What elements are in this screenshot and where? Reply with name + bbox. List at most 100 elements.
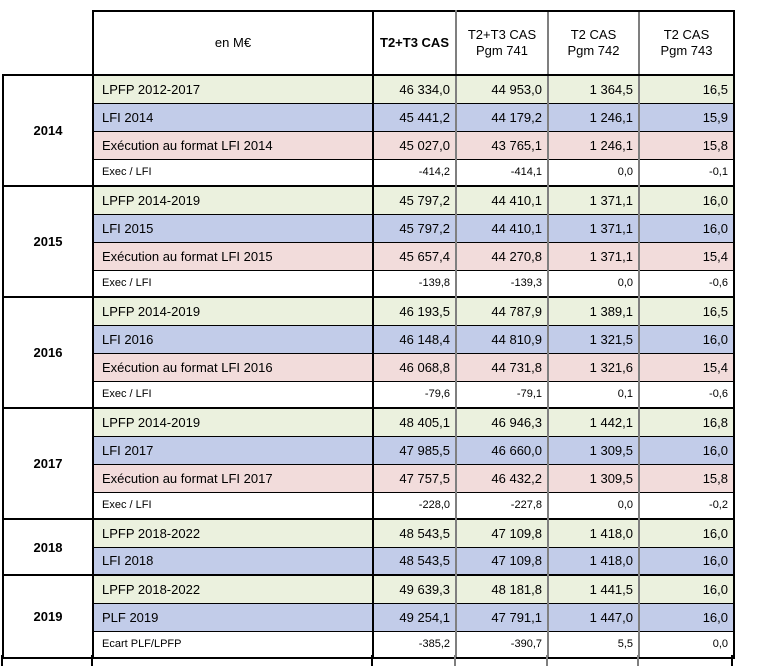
value-cell: -385,2 (372, 630, 456, 659)
value-cell: 1 309,5 (547, 435, 639, 464)
row-label: Exec / LFI (93, 380, 374, 408)
row-label: Exec / LFI (93, 269, 374, 297)
value-cell: 0,0 (638, 630, 735, 659)
value-cell: 15,8 (638, 130, 735, 159)
value-cell: -79,6 (372, 380, 456, 408)
corner-spacer (3, 11, 93, 75)
value-cell: 1 321,6 (547, 352, 639, 381)
value-cell: -139,8 (372, 269, 456, 297)
gridline-stub (546, 655, 548, 666)
value-cell: 1 364,5 (547, 74, 639, 103)
row-label: LPFP 2014-2019 (93, 296, 374, 325)
value-cell: 16,5 (638, 74, 735, 103)
value-cell: 48 543,5 (372, 546, 456, 575)
value-cell: 1 309,5 (547, 463, 639, 492)
value-cell: 1 371,1 (547, 213, 639, 242)
row-label: LPFP 2018-2022 (93, 574, 374, 603)
value-cell: 48 543,5 (372, 518, 456, 547)
value-cell: 1 389,1 (547, 296, 639, 325)
value-cell: 47 757,5 (372, 463, 456, 492)
row-label: LFI 2016 (93, 324, 374, 353)
row-label: Exec / LFI (93, 158, 374, 186)
table-row: Exécution au format LFI 2015 45 657,4 44 2… (3, 241, 735, 270)
value-cell: 44 410,1 (455, 185, 548, 214)
row-label: Exécution au format LFI 2014 (93, 130, 374, 159)
value-cell: 1 246,1 (547, 130, 639, 159)
value-cell: -0,6 (638, 380, 735, 408)
budget-table: en M€ T2+T3 CAS T2+T3 CAS Pgm 741 T2 CAS… (2, 10, 735, 659)
value-cell: 16,8 (638, 407, 735, 436)
table-row: LFI 2016 46 148,4 44 810,9 1 321,5 16,0 (3, 324, 735, 353)
value-cell: 44 953,0 (455, 74, 548, 103)
value-cell: 45 441,2 (372, 102, 456, 131)
value-cell: -414,2 (372, 158, 456, 186)
table-row: LFI 2017 47 985,5 46 660,0 1 309,5 16,0 (3, 435, 735, 464)
value-cell: 1 321,5 (547, 324, 639, 353)
value-cell: 47 985,5 (372, 435, 456, 464)
year-cell: 2015 (2, 185, 94, 298)
value-cell: 16,5 (638, 296, 735, 325)
row-label: Exécution au format LFI 2017 (93, 463, 374, 492)
table-row: 2018 LPFP 2018-2022 48 543,5 47 109,8 1 418,… (2, 518, 735, 576)
value-cell: -79,1 (455, 380, 548, 408)
column-header-t2t3-cas: T2+T3 CAS (373, 10, 457, 76)
value-cell: 46 946,3 (455, 407, 548, 436)
value-cell: 1 246,1 (547, 102, 639, 131)
table-row: 2016 LPFP 2014-2019 46 193,5 44 787,9 1 389,… (2, 296, 735, 409)
table-body: 2014 LPFP 2012-2017 46 334,0 44 953,0 1 364,… (2, 74, 735, 659)
value-cell: 45 797,2 (372, 213, 456, 242)
column-header-t2-cas-pgm743: T2 CAS Pgm 743 (638, 10, 735, 76)
value-cell: 1 371,1 (547, 241, 639, 270)
year-cell: 2018 (2, 518, 94, 576)
value-cell: 16,0 (638, 213, 735, 242)
table-row: PLF 2019 49 254,1 47 791,1 1 447,0 16,0 (3, 602, 735, 631)
value-cell: 15,4 (638, 352, 735, 381)
value-cell: 0,0 (547, 269, 639, 297)
year-cell: 2016 (2, 296, 94, 409)
value-cell: 45 027,0 (372, 130, 456, 159)
table-row: LFI 2015 45 797,2 44 410,1 1 371,1 16,0 (3, 213, 735, 242)
table-row: LFI 2014 45 441,2 44 179,2 1 246,1 15,9 (3, 102, 735, 131)
row-label: Exécution au format LFI 2015 (93, 241, 374, 270)
row-label: LFI 2018 (93, 546, 374, 575)
table-row: Exécution au format LFI 2014 45 027,0 43 7… (3, 130, 735, 159)
table-row: 2017 LPFP 2014-2019 48 405,1 46 946,3 1 442,… (2, 407, 735, 520)
table-row: Ecart PLF/LPFP -385,2 -390,7 5,5 0,0 (3, 630, 735, 659)
value-cell: 0,1 (547, 380, 639, 408)
table-row: 2019 LPFP 2018-2022 49 639,3 48 181,8 1 441,… (2, 574, 735, 659)
row-label: LPFP 2014-2019 (93, 185, 374, 214)
value-cell: 44 731,8 (455, 352, 548, 381)
value-cell: 46 148,4 (372, 324, 456, 353)
value-cell: -414,1 (455, 158, 548, 186)
value-cell: 47 109,8 (455, 546, 548, 575)
column-header-t2t3-cas-pgm741: T2+T3 CAS Pgm 741 (455, 10, 548, 76)
row-label: Ecart PLF/LPFP (93, 630, 374, 659)
value-cell: -390,7 (455, 630, 548, 659)
gridline-stub (637, 655, 639, 666)
table-row: Exécution au format LFI 2017 47 757,5 46 4… (3, 463, 735, 492)
value-cell: 16,0 (638, 574, 735, 603)
value-cell: 1 418,0 (547, 518, 639, 547)
value-cell: 44 410,1 (455, 213, 548, 242)
value-cell: -139,3 (455, 269, 548, 297)
value-cell: 45 797,2 (372, 185, 456, 214)
table-row: 2014 LPFP 2012-2017 46 334,0 44 953,0 1 364,… (2, 74, 735, 187)
row-label: PLF 2019 (93, 602, 374, 631)
row-label: LFI 2015 (93, 213, 374, 242)
row-label: LPFP 2018-2022 (93, 518, 374, 547)
table-row: Exec / LFI -414,2 -414,1 0,0 -0,1 (3, 158, 735, 186)
table-row: Exec / LFI -228,0 -227,8 0,0 -0,2 (3, 491, 735, 519)
row-label: LFI 2014 (93, 102, 374, 131)
gridline-stub (91, 655, 93, 666)
value-cell: 0,0 (547, 491, 639, 519)
table-row: Exec / LFI -79,6 -79,1 0,1 -0,6 (3, 380, 735, 408)
gridline-stub (371, 655, 373, 666)
year-cell: 2014 (2, 74, 94, 187)
value-cell: 47 791,1 (455, 602, 548, 631)
value-cell: 44 810,9 (455, 324, 548, 353)
value-cell: -0,2 (638, 491, 735, 519)
value-cell: 47 109,8 (455, 518, 548, 547)
table-row: Exécution au format LFI 2016 46 068,8 44 7… (3, 352, 735, 381)
value-cell: 16,0 (638, 602, 735, 631)
